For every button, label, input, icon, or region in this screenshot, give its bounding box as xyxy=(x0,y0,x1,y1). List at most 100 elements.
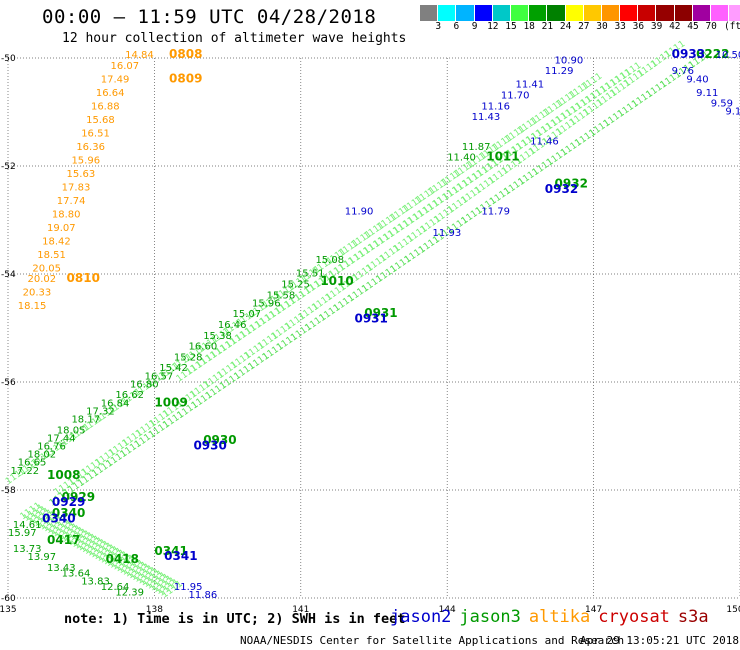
pass-time-label: 1009 xyxy=(154,395,187,409)
pass-time-label: 0222 xyxy=(696,47,729,61)
wave-height-value: 16.07 xyxy=(110,61,139,72)
x-tick-label: 141 xyxy=(292,605,309,615)
satellite-name-jason2: jason2 xyxy=(390,607,452,627)
legend-swatch xyxy=(547,5,566,21)
legend-label: 36 xyxy=(632,21,645,32)
wave-height-value: 13.64 xyxy=(62,568,91,579)
legend-label: 3 xyxy=(435,21,442,32)
x-tick-label: 147 xyxy=(585,605,602,615)
wave-height-value: 16.51 xyxy=(81,128,110,139)
wave-height-value: 15.28 xyxy=(174,352,203,363)
legend-swatch xyxy=(656,5,675,21)
legend-swatch xyxy=(729,5,740,21)
legend-swatch xyxy=(601,5,621,21)
wave-height-value: 11.86 xyxy=(189,590,218,601)
wave-height-value: 12.64 xyxy=(101,582,130,593)
pass-time-label: 0932 xyxy=(545,182,578,196)
pass-time-label: 0810 xyxy=(67,271,100,285)
y-tick-label: -52 xyxy=(1,162,16,172)
footer-note: note: 1) Time is in UTC; 2) SWH is in fe… xyxy=(64,611,406,627)
legend-swatch xyxy=(456,5,475,21)
wave-height-value: 10.50 xyxy=(716,50,740,61)
wave-height-value: 11.93 xyxy=(433,228,462,239)
wave-height-value: 19.07 xyxy=(47,223,76,234)
wave-height-value: 11.90 xyxy=(345,207,374,218)
wave-height-value: 15.07 xyxy=(232,309,261,320)
y-tick-label: -60 xyxy=(1,594,16,604)
legend-swatch xyxy=(510,5,530,21)
credit-line: NOAA/NESDIS Center for Satellite Applica… xyxy=(240,634,625,647)
pass-time-label: 0932 xyxy=(555,177,588,191)
legend-label: 39 xyxy=(650,21,663,32)
legend-label: 21 xyxy=(541,21,554,32)
wave-height-value: 15.58 xyxy=(267,290,296,301)
y-tick-label: -58 xyxy=(1,486,16,496)
legend-label: 15 xyxy=(505,21,517,32)
x-tick-label: 150 xyxy=(726,605,740,615)
wave-height-value: 14.84 xyxy=(125,50,154,61)
legend-swatch xyxy=(492,5,511,21)
wave-height-value: 15.51 xyxy=(296,269,325,280)
wave-height-value: 14.61 xyxy=(13,520,42,531)
wave-height-value: 15.97 xyxy=(8,528,37,539)
wave-height-value: 15.63 xyxy=(67,169,96,180)
legend-swatch xyxy=(620,5,639,21)
wave-height-value: 18.51 xyxy=(37,250,66,261)
legend-swatch xyxy=(674,5,693,21)
wave-height-value: 17.32 xyxy=(86,406,115,417)
wave-height-value: 9.59 xyxy=(711,99,733,110)
wave-height-value: 9.76 xyxy=(672,66,694,77)
legend-swatch xyxy=(529,5,548,21)
pass-time-label: 0340 xyxy=(42,511,75,525)
wave-height-value: 13.83 xyxy=(81,577,110,588)
color-legend-bar xyxy=(420,5,740,21)
legend-label: 24 xyxy=(559,21,572,32)
legend-swatch xyxy=(638,5,657,21)
wave-height-value: 16.76 xyxy=(37,442,66,453)
wave-height-value: 15.42 xyxy=(159,363,188,374)
wave-height-value: 16.84 xyxy=(101,398,130,409)
wave-height-value: 16.65 xyxy=(18,458,47,469)
legend-swatch xyxy=(420,5,439,21)
y-tick-label: -54 xyxy=(1,270,16,280)
wave-height-value: 15.25 xyxy=(281,280,310,291)
wave-height-value: 17.74 xyxy=(57,196,86,207)
wave-height-value: 15.96 xyxy=(71,155,100,166)
legend-label: 9 xyxy=(471,21,478,32)
wave-height-value: 16.62 xyxy=(115,390,144,401)
wave-height-value: 9.40 xyxy=(686,74,708,85)
wave-height-value: 18.80 xyxy=(52,209,81,220)
satellite-name-altika: altika xyxy=(528,607,591,627)
wave-height-value: 11.95 xyxy=(174,582,203,593)
pass-time-label: 0340 xyxy=(52,506,85,520)
satellite-legend: jason2 jason3 altika cryosat s3a xyxy=(390,607,717,627)
legend-swatch xyxy=(438,5,457,21)
wave-height-value: 18.05 xyxy=(57,425,86,436)
pass-time-label: 0809 xyxy=(169,71,202,85)
pass-time-label: 0931 xyxy=(354,312,387,326)
wave-height-value: 20.02 xyxy=(28,274,57,285)
wave-height-value: 16.36 xyxy=(76,142,105,153)
wave-height-value: 10.90 xyxy=(555,55,584,66)
wave-height-value: 11.79 xyxy=(481,207,510,218)
legend-swatch xyxy=(565,5,584,21)
wave-height-value: 11.16 xyxy=(481,101,510,112)
wave-height-value: 15.38 xyxy=(203,331,232,342)
wave-height-value: 16.46 xyxy=(218,320,247,331)
wave-height-value: 16.57 xyxy=(145,371,174,382)
pass-time-label: 0341 xyxy=(164,549,197,563)
pass-time-label: 0933 xyxy=(672,47,705,61)
wave-height-value: 18.17 xyxy=(71,415,100,426)
wave-height-value: 16.60 xyxy=(189,342,218,353)
legend-label: 42 xyxy=(669,21,681,32)
wave-height-value: 16.64 xyxy=(96,88,125,99)
pass-time-label: 0808 xyxy=(169,47,202,61)
pass-time-label: 1010 xyxy=(320,274,353,288)
legend-label: 45 xyxy=(687,21,699,32)
pass-time-label: 1011 xyxy=(486,150,519,164)
wave-height-value: 15.96 xyxy=(252,298,281,309)
satellite-name-cryosat: cryosat xyxy=(598,607,670,627)
wave-height-value: 11.29 xyxy=(545,66,574,77)
legend-label: 33 xyxy=(614,21,626,32)
wave-height-value: 18.15 xyxy=(18,301,47,312)
